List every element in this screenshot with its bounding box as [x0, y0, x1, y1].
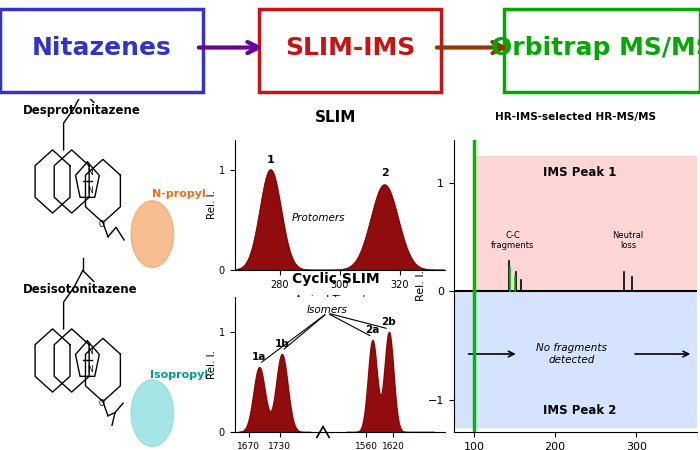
- Circle shape: [131, 380, 174, 446]
- Text: IMS Peak 1: IMS Peak 1: [542, 166, 616, 179]
- Y-axis label: Rel. I.: Rel. I.: [207, 190, 217, 219]
- FancyBboxPatch shape: [0, 9, 203, 92]
- Bar: [454, 291, 700, 427]
- Bar: [474, 156, 700, 291]
- FancyBboxPatch shape: [504, 9, 700, 92]
- Text: C-C
fragments: C-C fragments: [491, 230, 535, 250]
- Text: Protomers: Protomers: [292, 213, 345, 223]
- Text: 1: 1: [267, 155, 274, 165]
- Y-axis label: Rel. I.: Rel. I.: [207, 350, 217, 379]
- Text: 2b: 2b: [382, 317, 396, 327]
- Text: Desprotonitazene: Desprotonitazene: [22, 104, 140, 117]
- Text: Orbitrap MS/MS: Orbitrap MS/MS: [491, 36, 700, 59]
- Text: 1b: 1b: [274, 339, 289, 349]
- Text: Nitazenes: Nitazenes: [32, 36, 172, 59]
- X-axis label: Arrival Time / ms: Arrival Time / ms: [295, 295, 384, 305]
- Text: HR-IMS-selected HR-MS/MS: HR-IMS-selected HR-MS/MS: [496, 112, 657, 122]
- Text: Neutral
loss: Neutral loss: [612, 230, 644, 250]
- Text: N: N: [87, 168, 92, 177]
- Text: N: N: [87, 365, 92, 374]
- Text: Isomers: Isomers: [307, 305, 348, 315]
- Text: 1a: 1a: [252, 352, 267, 362]
- Text: No fragments
detected: No fragments detected: [536, 343, 607, 365]
- Text: O: O: [99, 220, 105, 229]
- Text: Cyclic SLIM: Cyclic SLIM: [292, 272, 380, 286]
- Text: O: O: [99, 399, 105, 408]
- Y-axis label: Rel. I.: Rel. I.: [416, 270, 426, 302]
- Text: 2: 2: [381, 168, 388, 178]
- Text: N: N: [87, 186, 92, 195]
- Circle shape: [131, 201, 174, 267]
- Text: N: N: [87, 347, 92, 356]
- Text: SLIM-IMS: SLIM-IMS: [285, 36, 415, 59]
- Text: IMS Peak 2: IMS Peak 2: [542, 404, 616, 417]
- Text: SLIM: SLIM: [315, 109, 357, 125]
- Text: N-propyl: N-propyl: [153, 189, 206, 199]
- Text: Isopropyl: Isopropyl: [150, 369, 209, 379]
- FancyBboxPatch shape: [259, 9, 441, 92]
- Text: 2a: 2a: [365, 325, 379, 335]
- Text: Desisotonitazene: Desisotonitazene: [22, 284, 137, 296]
